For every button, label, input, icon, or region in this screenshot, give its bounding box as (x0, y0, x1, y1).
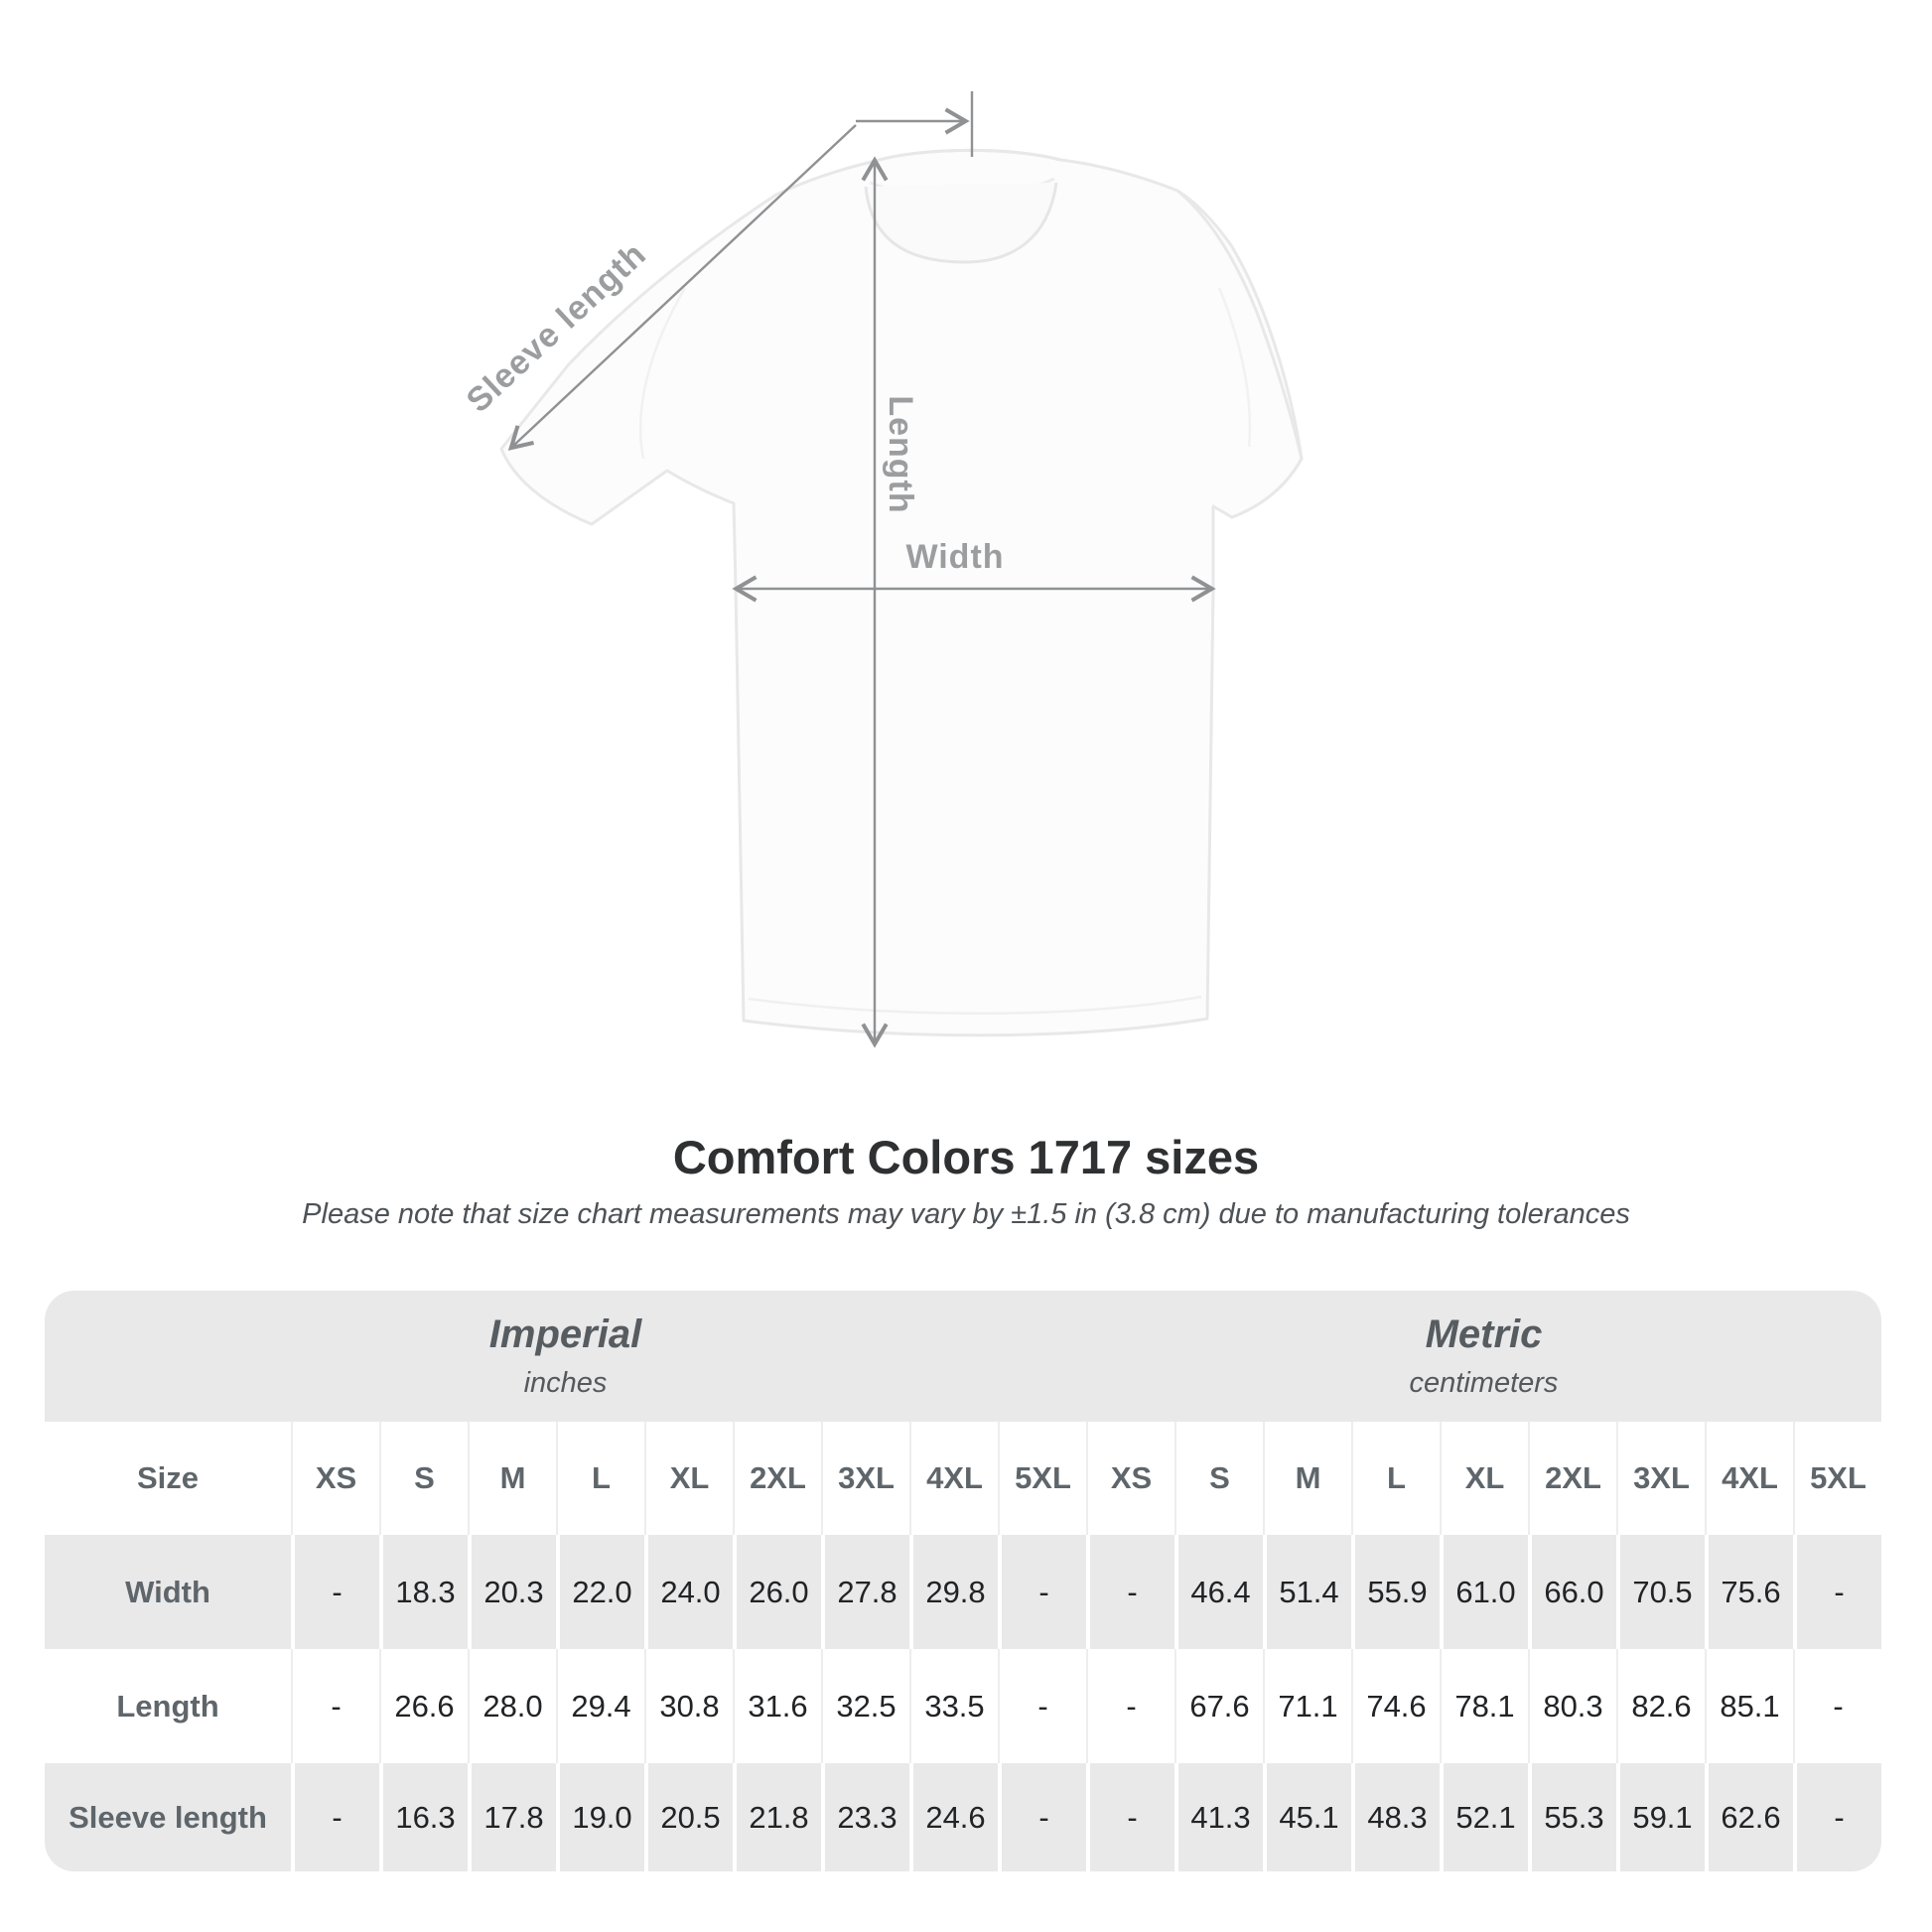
table-cell: 48.3 (1351, 1763, 1440, 1871)
row-label: Width (45, 1535, 291, 1649)
size-header-cell: XL (644, 1422, 733, 1535)
size-header-cell: 3XL (1616, 1422, 1705, 1535)
table-cell: 19.0 (556, 1763, 644, 1871)
size-header-cell: S (1174, 1422, 1263, 1535)
table-cell: - (291, 1535, 379, 1649)
table-cell: 30.8 (644, 1649, 733, 1763)
table-cell: 74.6 (1351, 1649, 1440, 1763)
unit-group-label: Metric (1425, 1312, 1543, 1356)
page-subtitle: Please note that size chart measurements… (302, 1198, 1630, 1230)
table-cell: 29.4 (556, 1649, 644, 1763)
unit-group-sublabel: centimeters (1409, 1367, 1559, 1399)
unit-group-metric: Metric centimeters (1086, 1291, 1881, 1422)
table-cell: 24.0 (644, 1535, 733, 1649)
table-cell: 55.9 (1351, 1535, 1440, 1649)
table-cell: 71.1 (1263, 1649, 1351, 1763)
size-header-cell: L (556, 1422, 644, 1535)
size-header-cell: 4XL (909, 1422, 998, 1535)
size-header-cell: L (1351, 1422, 1440, 1535)
table-cell: 32.5 (821, 1649, 909, 1763)
table-cell: 45.1 (1263, 1763, 1351, 1871)
table-cell: 52.1 (1440, 1763, 1528, 1871)
table-cell: - (998, 1535, 1086, 1649)
table-cell: 78.1 (1440, 1649, 1528, 1763)
row-label: Length (45, 1649, 291, 1763)
table-cell: 26.6 (379, 1649, 468, 1763)
table-cell: - (1793, 1649, 1881, 1763)
size-column-header: Size (45, 1422, 291, 1535)
table-cell: - (1793, 1763, 1881, 1871)
table-cell: 75.6 (1705, 1535, 1793, 1649)
table-cell: - (1793, 1535, 1881, 1649)
table-cell: 20.5 (644, 1763, 733, 1871)
table-cell: 31.6 (733, 1649, 821, 1763)
size-header-cell: M (1263, 1422, 1351, 1535)
unit-group-sublabel: inches (523, 1367, 608, 1399)
table-cell: 33.5 (909, 1649, 998, 1763)
size-table: Imperial inches Metric centimeters Size XS S M L… (45, 1291, 1881, 1871)
table-cell: 17.8 (468, 1763, 556, 1871)
tshirt-measurement-diagram: Sleeve length Length Width (460, 91, 1304, 1048)
size-header-cell: XL (1440, 1422, 1528, 1535)
size-header-cell: XS (291, 1422, 379, 1535)
table-cell: 55.3 (1528, 1763, 1616, 1871)
length-label: Length (882, 395, 919, 513)
size-header-cell: M (468, 1422, 556, 1535)
table-cell: - (1086, 1763, 1174, 1871)
table-cell: 22.0 (556, 1535, 644, 1649)
table-cell: 59.1 (1616, 1763, 1705, 1871)
table-cell: 67.6 (1174, 1649, 1263, 1763)
table-cell: 27.8 (821, 1535, 909, 1649)
table-cell: 24.6 (909, 1763, 998, 1871)
table-cell: 62.6 (1705, 1763, 1793, 1871)
size-header-cell: 5XL (1793, 1422, 1881, 1535)
size-header-cell: 3XL (821, 1422, 909, 1535)
table-cell: - (998, 1763, 1086, 1871)
table-cell: 85.1 (1705, 1649, 1793, 1763)
table-cell: 28.0 (468, 1649, 556, 1763)
width-label: Width (905, 538, 1004, 576)
table-cell: 41.3 (1174, 1763, 1263, 1871)
table-cell: 51.4 (1263, 1535, 1351, 1649)
size-header-cell: S (379, 1422, 468, 1535)
table-cell: - (291, 1649, 379, 1763)
table-cell: 80.3 (1528, 1649, 1616, 1763)
page-title: Comfort Colors 1717 sizes (672, 1131, 1260, 1183)
unit-group-imperial: Imperial inches (45, 1291, 1086, 1422)
table-cell: 61.0 (1440, 1535, 1528, 1649)
size-header-cell: 4XL (1705, 1422, 1793, 1535)
table-cell: 16.3 (379, 1763, 468, 1871)
table-cell: - (291, 1763, 379, 1871)
table-cell: 82.6 (1616, 1649, 1705, 1763)
row-label: Sleeve length (45, 1763, 291, 1871)
table-cell: 18.3 (379, 1535, 468, 1649)
table-cell: 20.3 (468, 1535, 556, 1649)
size-header-cell: 2XL (733, 1422, 821, 1535)
table-cell: 66.0 (1528, 1535, 1616, 1649)
table-cell: 23.3 (821, 1763, 909, 1871)
table-cell: - (998, 1649, 1086, 1763)
table-cell: - (1086, 1649, 1174, 1763)
table-cell: - (1086, 1535, 1174, 1649)
table-cell: 70.5 (1616, 1535, 1705, 1649)
table-cell: 46.4 (1174, 1535, 1263, 1649)
sleeve-length-arrow (507, 124, 857, 451)
size-header-cell: 2XL (1528, 1422, 1616, 1535)
table-cell: 29.8 (909, 1535, 998, 1649)
size-header-cell: XS (1086, 1422, 1174, 1535)
heading-block: Comfort Colors 1717 sizes Please note th… (0, 1130, 1932, 1231)
size-header-cell: 5XL (998, 1422, 1086, 1535)
table-cell: 26.0 (733, 1535, 821, 1649)
table-cell: 21.8 (733, 1763, 821, 1871)
unit-group-label: Imperial (488, 1312, 642, 1356)
